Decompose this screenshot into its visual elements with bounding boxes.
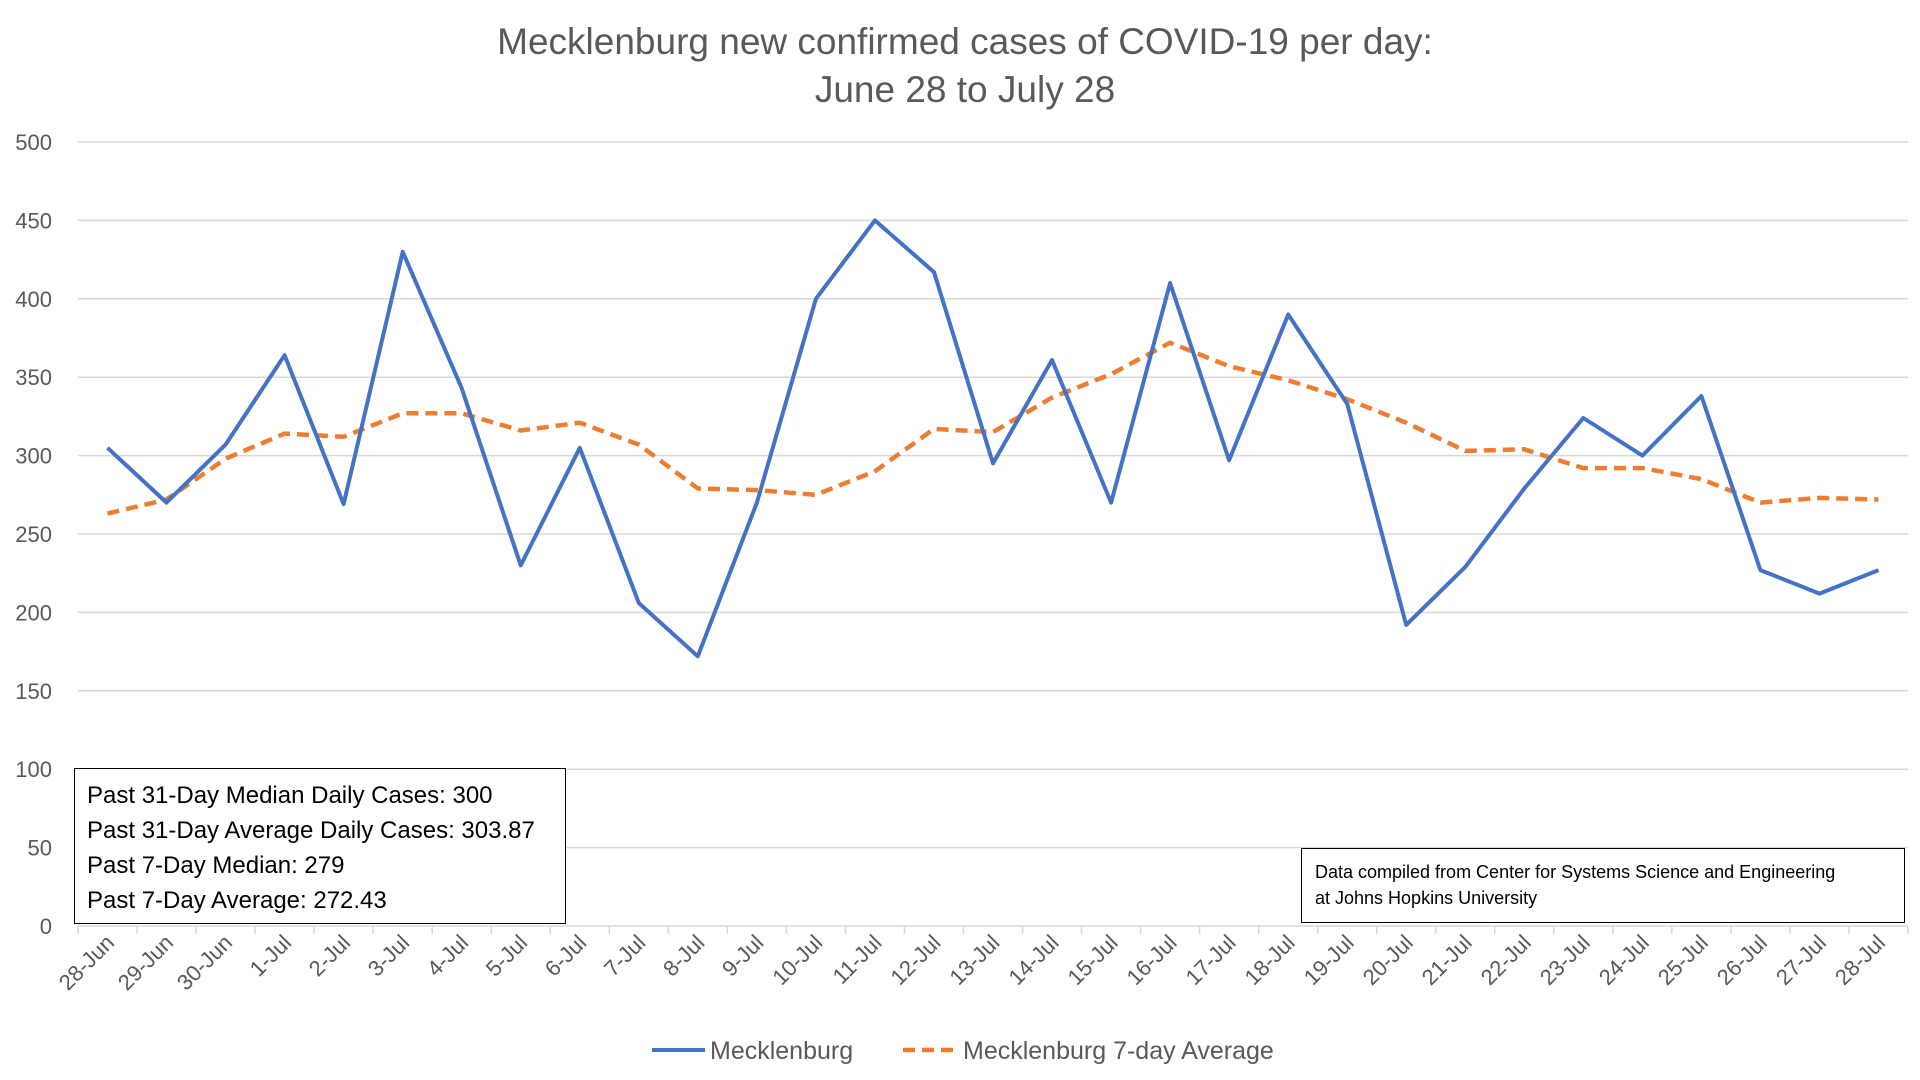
x-tick-label: 27-Jul (1771, 930, 1831, 990)
summary-stats-box: Past 31-Day Median Daily Cases: 300 Past… (74, 768, 566, 924)
y-tick-label: 0 (40, 914, 52, 939)
series-line-1 (106, 340, 1879, 516)
x-tick-label: 6-Jul (540, 930, 591, 981)
x-tick-label: 23-Jul (1535, 930, 1595, 990)
y-tick-label: 300 (15, 444, 52, 469)
x-tick-label: 19-Jul (1299, 930, 1359, 990)
legend-label-1: Mecklenburg 7-day Average (963, 1037, 1274, 1065)
legend-label-0: Mecklenburg (710, 1037, 853, 1065)
x-tick-label: 12-Jul (885, 930, 945, 990)
y-tick-label: 150 (15, 679, 52, 704)
x-tick-label: 25-Jul (1653, 930, 1713, 990)
x-tick-label: 1-Jul (245, 930, 296, 981)
y-tick-label: 100 (15, 757, 52, 782)
x-tick-label: 16-Jul (1122, 930, 1182, 990)
y-tick-label: 50 (28, 836, 52, 861)
x-tick-label: 9-Jul (717, 930, 768, 981)
chart-title-line-1: Mecklenburg new confirmed cases of COVID… (497, 21, 1433, 62)
x-tick-label: 8-Jul (658, 930, 709, 981)
x-tick-label: 13-Jul (944, 930, 1004, 990)
y-tick-label: 450 (15, 208, 52, 233)
stat-31-day-median: Past 31-Day Median Daily Cases: 300 (87, 782, 493, 809)
x-tick-label: 24-Jul (1594, 930, 1654, 990)
stat-7-day-median: Past 7-Day Median: 279 (87, 852, 345, 879)
gridlines (78, 141, 1908, 927)
x-tick-label: 17-Jul (1181, 930, 1241, 990)
x-tick-label: 28-Jul (1830, 930, 1890, 990)
x-tick-label: 26-Jul (1712, 930, 1772, 990)
x-tick-label: 3-Jul (363, 930, 414, 981)
data-source-note: Data compiled from Center for Systems Sc… (1301, 848, 1905, 923)
x-tick-label: 18-Jul (1240, 930, 1300, 990)
chart-title-line-2: June 28 to July 28 (815, 69, 1115, 110)
x-tick-label: 4-Jul (422, 930, 473, 981)
source-note-line-2: at Johns Hopkins University (1315, 888, 1538, 908)
y-axis-ticks: 0 50 100 150 200 250 300 350 400 450 500 (15, 130, 52, 939)
x-tick-label: 28-Jun (54, 930, 119, 995)
x-tick-label: 10-Jul (767, 930, 827, 990)
series-lines (106, 218, 1880, 659)
y-tick-label: 200 (15, 600, 52, 625)
x-tick-label: 14-Jul (1004, 930, 1064, 990)
y-tick-label: 250 (15, 522, 52, 547)
source-note-line-1: Data compiled from Center for Systems Sc… (1315, 862, 1836, 882)
x-tick-label: 30-Jun (172, 930, 237, 995)
y-tick-label: 350 (15, 365, 52, 390)
x-tick-label: 15-Jul (1063, 930, 1123, 990)
x-tick-label: 7-Jul (599, 930, 650, 981)
stat-31-day-average: Past 31-Day Average Daily Cases: 303.87 (87, 817, 535, 844)
x-tick-label: 22-Jul (1476, 930, 1536, 990)
y-tick-label: 400 (15, 287, 52, 312)
x-tick-label: 20-Jul (1358, 930, 1418, 990)
series-line-0 (106, 218, 1880, 659)
x-tick-label: 5-Jul (481, 930, 532, 981)
x-tick-label: 21-Jul (1417, 930, 1477, 990)
x-tick-label: 29-Jun (113, 930, 178, 995)
x-tick-label: 2-Jul (304, 930, 355, 981)
x-tick-label: 11-Jul (828, 930, 887, 989)
y-tick-label: 500 (15, 130, 52, 155)
stat-7-day-average: Past 7-Day Average: 272.43 (87, 887, 387, 914)
legend: Mecklenburg Mecklenburg 7-day Average (652, 1037, 1274, 1065)
